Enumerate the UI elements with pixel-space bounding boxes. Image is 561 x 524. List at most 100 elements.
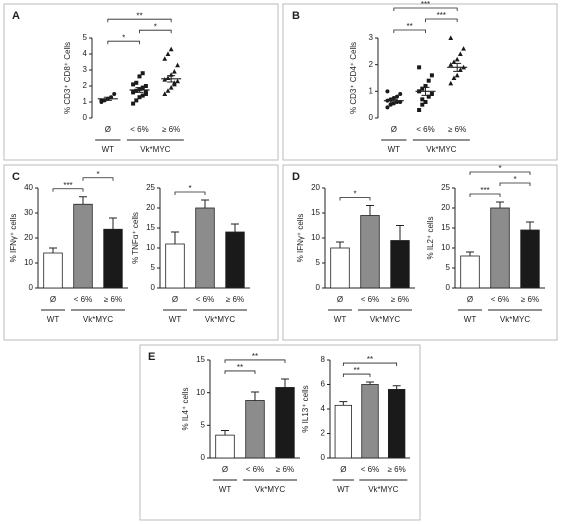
y-tick-label: 5 xyxy=(151,263,156,272)
error-bar xyxy=(103,96,112,101)
error-bar xyxy=(281,378,289,388)
y-tick-label: 20 xyxy=(24,233,33,242)
error-bar xyxy=(396,225,404,241)
error-bar xyxy=(339,401,348,406)
group-label: WT xyxy=(219,485,232,494)
y-tick-label: 0 xyxy=(369,113,374,122)
significance-bracket xyxy=(224,359,286,363)
panel-label: B xyxy=(292,10,300,22)
y-tick-label: 2 xyxy=(83,81,88,90)
data-point xyxy=(448,62,454,67)
bar xyxy=(73,203,93,289)
bar xyxy=(490,207,510,289)
data-point xyxy=(420,102,425,107)
data-point xyxy=(448,80,454,86)
x-tick-label: ≥ 6% xyxy=(226,295,244,304)
group-label: WT xyxy=(337,485,350,494)
error-bar xyxy=(466,251,474,256)
data-point xyxy=(451,75,457,80)
error-bar xyxy=(366,381,374,385)
group-label: Vk*MYC xyxy=(426,145,456,154)
error-bar xyxy=(79,196,87,205)
y-tick-label: 15 xyxy=(196,355,205,364)
y-tick-label: 1 xyxy=(369,86,374,95)
data-point xyxy=(461,46,466,51)
significance-label: * xyxy=(188,184,191,193)
significance-label: * xyxy=(154,22,157,31)
error-bar xyxy=(201,199,209,208)
significance-bracket xyxy=(52,188,84,192)
group-label: WT xyxy=(464,315,477,324)
y-tick-label: 5 xyxy=(83,33,88,42)
y-tick-label: 0 xyxy=(29,283,34,292)
group-label: Vk*MYC xyxy=(83,315,113,324)
significance-label: *** xyxy=(63,181,72,190)
y-tick-label: 0 xyxy=(201,453,206,462)
error-bar xyxy=(167,75,176,83)
error-bar xyxy=(526,221,534,230)
y-tick-label: 10 xyxy=(24,258,33,267)
significance-label: ** xyxy=(367,355,373,364)
data-point xyxy=(140,93,145,98)
y-tick-label: 0 xyxy=(151,283,156,292)
significance-bracket xyxy=(342,373,371,378)
y-tick-label: 2 xyxy=(369,60,374,69)
bar xyxy=(330,247,350,289)
y-tick-label: 10 xyxy=(311,233,320,242)
x-tick-label: ≥ 6% xyxy=(391,295,409,304)
y-tick-label: 1 xyxy=(83,97,88,106)
y-tick-label: 5 xyxy=(316,258,321,267)
bar xyxy=(215,434,235,459)
error-bar xyxy=(496,201,504,208)
data-point xyxy=(137,74,142,79)
x-tick-label: < 6% xyxy=(196,295,214,304)
x-tick-label: Ø xyxy=(105,125,111,134)
data-point xyxy=(134,88,139,93)
error-bar xyxy=(171,231,179,244)
x-tick-label: ≥ 6% xyxy=(448,125,466,134)
data-point xyxy=(457,51,463,56)
bar xyxy=(390,240,410,289)
y-tick-label: 4 xyxy=(83,49,88,58)
group-label: Vk*MYC xyxy=(140,145,170,154)
y-tick-label: 40 xyxy=(24,183,33,192)
data-point xyxy=(134,98,139,103)
significance-bracket xyxy=(393,29,426,33)
bar xyxy=(245,400,265,459)
data-point xyxy=(131,90,136,95)
data-point xyxy=(175,62,180,68)
x-tick-label: Ø xyxy=(172,295,178,304)
panel-frame xyxy=(139,344,421,521)
group-label: WT xyxy=(388,145,401,154)
group-label: WT xyxy=(169,315,182,324)
bar xyxy=(520,229,540,289)
x-tick-label: < 6% xyxy=(130,125,148,134)
data-point xyxy=(168,85,174,90)
significance-label: ** xyxy=(136,11,142,20)
error-bar xyxy=(453,62,462,72)
group-label: Vk*MYC xyxy=(205,315,235,324)
error-bar xyxy=(135,87,144,93)
significance-bracket xyxy=(82,177,114,181)
error-bar xyxy=(421,86,430,96)
y-tick-label: 6 xyxy=(321,380,326,389)
x-tick-label: < 6% xyxy=(74,295,92,304)
panel-frame xyxy=(3,164,279,341)
data-point xyxy=(134,80,139,85)
significance-label: ** xyxy=(252,352,258,361)
data-point xyxy=(454,56,460,62)
data-point xyxy=(165,88,171,93)
data-point xyxy=(140,71,145,76)
x-tick-label: < 6% xyxy=(246,465,264,474)
error-bar xyxy=(231,223,239,232)
data-point xyxy=(162,56,168,61)
y-tick-label: 2 xyxy=(321,429,326,438)
y-axis-label: % IFNγ⁺ cells xyxy=(9,214,18,263)
data-point xyxy=(137,95,142,100)
group-label: Vk*MYC xyxy=(370,315,400,324)
panel-frame xyxy=(3,3,279,161)
y-tick-label: 4 xyxy=(321,404,326,413)
bar xyxy=(103,228,123,289)
data-point xyxy=(112,92,117,96)
data-point xyxy=(385,105,390,110)
